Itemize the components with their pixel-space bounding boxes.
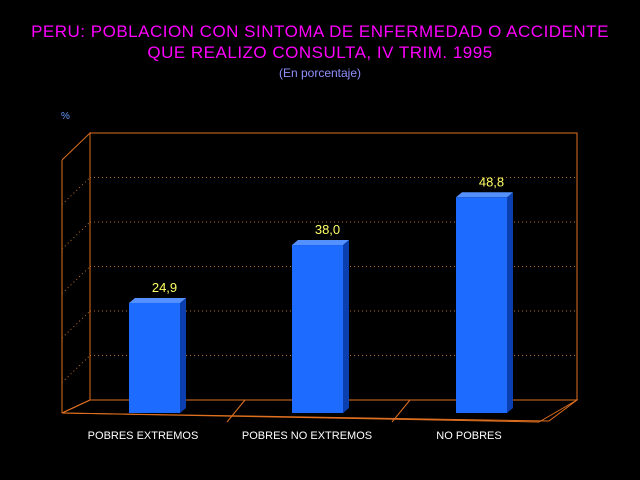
bar-side-2 bbox=[343, 240, 349, 413]
gridline-side-10 bbox=[61, 355, 91, 383]
category-label-pobres-extremos: POBRES EXTREMOS bbox=[87, 430, 199, 442]
category-label-pobres-no-extremos: POBRES NO EXTREMOS bbox=[241, 430, 373, 442]
gridline-side-30 bbox=[61, 266, 91, 294]
chart-title-line-2: QUE REALIZO CONSULTA, IV TRIM. 1995 bbox=[147, 43, 493, 62]
gridline-side-20 bbox=[61, 310, 91, 339]
bar-3 bbox=[456, 197, 507, 413]
y-axis-unit-label: % bbox=[61, 111, 70, 122]
bar-top-2 bbox=[292, 240, 349, 246]
chart-subtitle: (En porcentaje) bbox=[278, 66, 362, 80]
bar-side-3 bbox=[507, 192, 513, 413]
chart-floor-front-edge bbox=[61, 412, 540, 423]
bar-1 bbox=[129, 302, 180, 413]
value-label-1: 24,9 bbox=[152, 280, 177, 295]
bar-side-1 bbox=[180, 297, 186, 413]
bar-2 bbox=[292, 245, 343, 413]
chart-left-wall bbox=[61, 131, 91, 414]
category-label-no-pobres: NO POBRES bbox=[436, 430, 502, 442]
bar-top-3 bbox=[456, 192, 513, 198]
bar-top-1 bbox=[129, 297, 186, 303]
value-label-2: 38,0 bbox=[315, 222, 340, 237]
floor-divider-2 bbox=[391, 399, 411, 423]
gridline-side-40 bbox=[61, 221, 91, 250]
value-label-3: 48,8 bbox=[479, 174, 504, 189]
floor-right-edge bbox=[538, 399, 578, 423]
gridline-side-50 bbox=[61, 177, 91, 205]
floor-divider-1 bbox=[226, 399, 246, 423]
chart-title-line-1: PERU: POBLACION CON SINTOMA DE ENFERMEDA… bbox=[31, 22, 609, 41]
